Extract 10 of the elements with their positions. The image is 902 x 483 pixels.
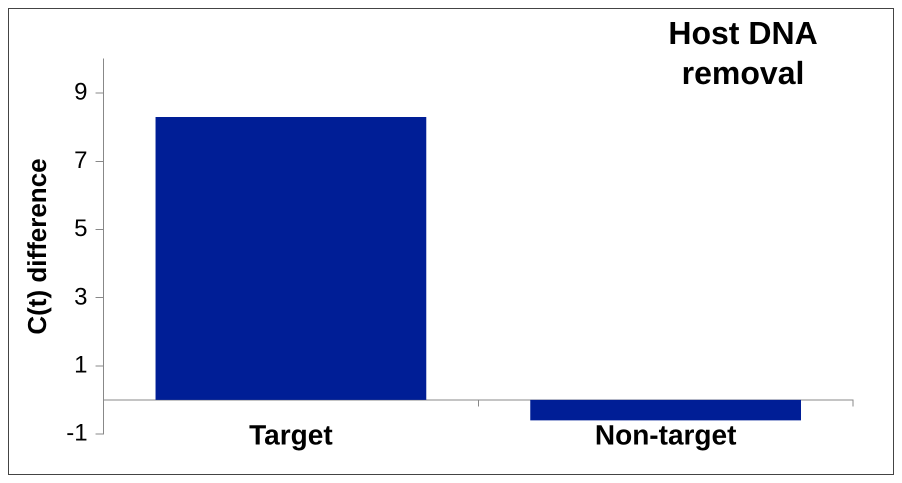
y-tick-label: 5 (74, 215, 88, 242)
chart-title: Host DNA removal (668, 14, 818, 91)
y-tick-label: 3 (74, 283, 88, 310)
x-tick-label: Non-target (594, 419, 736, 450)
y-axis-title: C(t) difference (22, 158, 52, 335)
y-tick-label: 1 (74, 351, 88, 378)
x-tick-label: Target (249, 419, 333, 450)
y-tick-label: 9 (74, 78, 88, 106)
y-tick-label: -1 (66, 420, 88, 447)
y-tick-label: 7 (74, 146, 88, 174)
